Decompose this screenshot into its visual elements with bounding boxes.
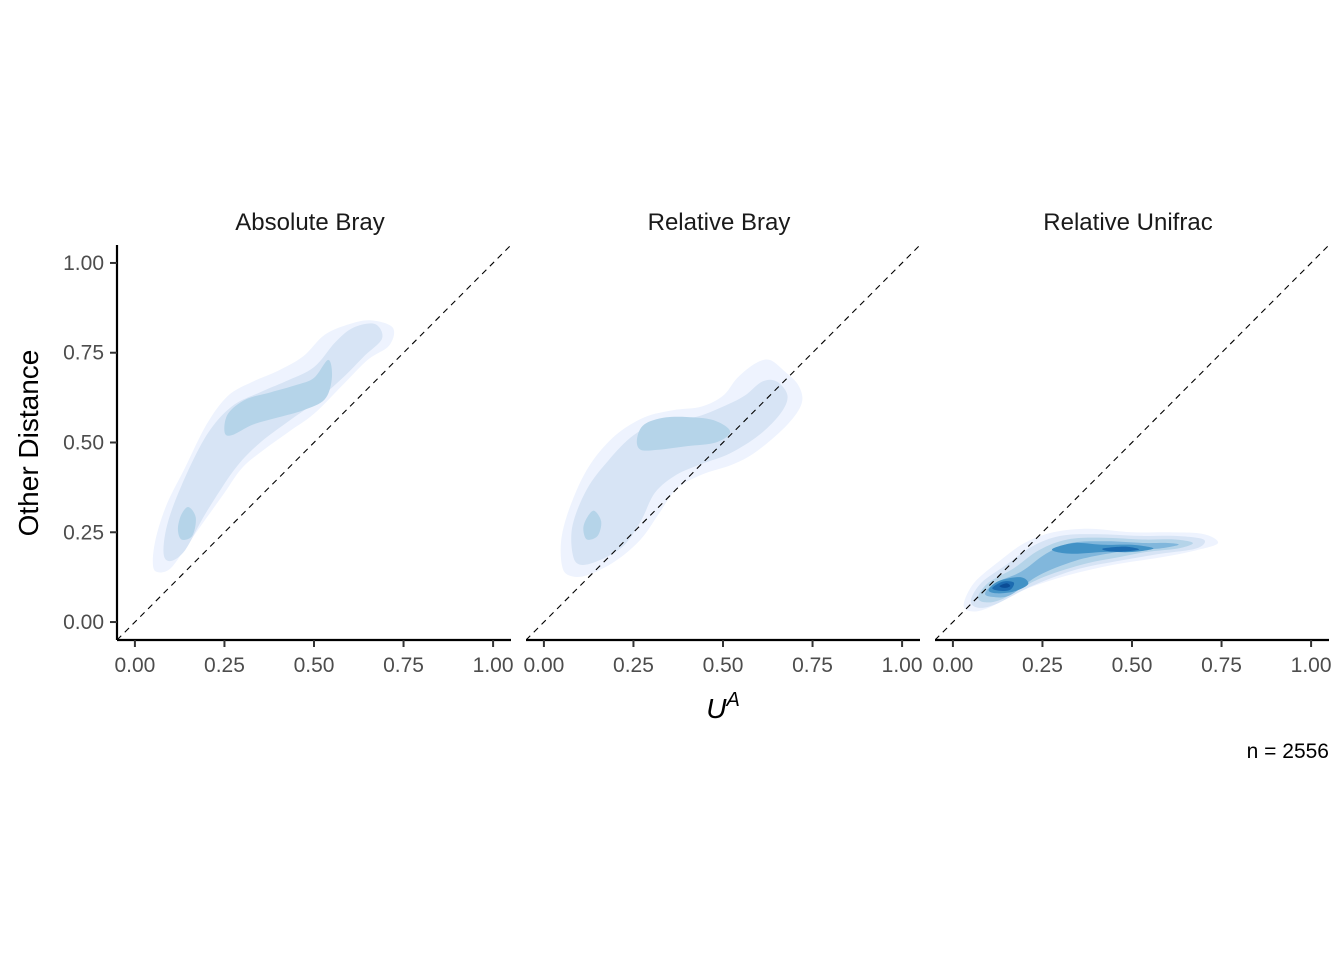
y-tick-label: 0.50 (63, 432, 104, 455)
density-contours (963, 528, 1219, 612)
reference-line-y-equals-x (935, 245, 1329, 640)
x-tick-label: 0.75 (383, 654, 424, 677)
x-tick-label: 0.50 (1112, 654, 1153, 677)
x-tick-label: 0.25 (204, 654, 245, 677)
facet-title-1: Absolute Bray (235, 209, 384, 236)
density-contours (152, 320, 395, 573)
contour-level-2 (571, 379, 788, 565)
panel-2: Relative Bray 0.00 0.25 0.50 0.75 1.00 (523, 209, 922, 677)
contour-level-7 (999, 583, 1011, 588)
panel-3: Relative Unifrac 0.00 0.25 0.50 0.75 1.00 (932, 209, 1331, 677)
x-tick-label: 0.25 (613, 654, 654, 677)
y-tick-label: 0.25 (63, 521, 104, 544)
x-tick-label: 0.00 (114, 654, 155, 677)
y-tick-label: 0.00 (63, 611, 104, 634)
x-tick-label: 0.50 (703, 654, 744, 677)
contour-level-6 (1102, 546, 1140, 552)
x-tick-label: 0.75 (1201, 654, 1242, 677)
x-tick-label: 0.00 (523, 654, 564, 677)
panels-layer: Absolute Bray 0.00 0.25 0.50 0.75 1.00 0.00 0.2… (63, 209, 1331, 677)
x-tick-label: 1.00 (882, 654, 923, 677)
facet-title-3: Relative Unifrac (1043, 209, 1212, 236)
contour-level-3 (177, 507, 196, 540)
x-tick-label: 0.00 (932, 654, 973, 677)
contour-level-2 (970, 534, 1206, 608)
x-axis-title: UA (706, 689, 740, 724)
contour-level-3 (636, 416, 731, 451)
y-tick-label: 0.75 (63, 342, 104, 365)
density-contours (560, 359, 803, 577)
caption-sample-size: n = 2556 (1247, 740, 1329, 763)
facet-title-2: Relative Bray (648, 209, 791, 236)
panel-1: Absolute Bray 0.00 0.25 0.50 0.75 1.00 0.00 0.2… (63, 209, 513, 677)
contour-level-3 (583, 510, 602, 540)
x-tick-label: 1.00 (1291, 654, 1332, 677)
x-axis-title-superscript: A (725, 689, 739, 711)
reference-line-y-equals-x (526, 245, 920, 640)
x-tick-label: 0.25 (1022, 654, 1063, 677)
x-tick-label: 0.50 (294, 654, 335, 677)
x-tick-label: 0.75 (792, 654, 833, 677)
x-axis-title-base: U (706, 693, 727, 724)
reference-line-y-equals-x (117, 245, 511, 640)
x-tick-label: 1.00 (473, 654, 514, 677)
y-tick-label: 1.00 (63, 252, 104, 275)
y-axis-title: Other Distance (13, 350, 44, 537)
contour-level-3 (224, 359, 333, 436)
